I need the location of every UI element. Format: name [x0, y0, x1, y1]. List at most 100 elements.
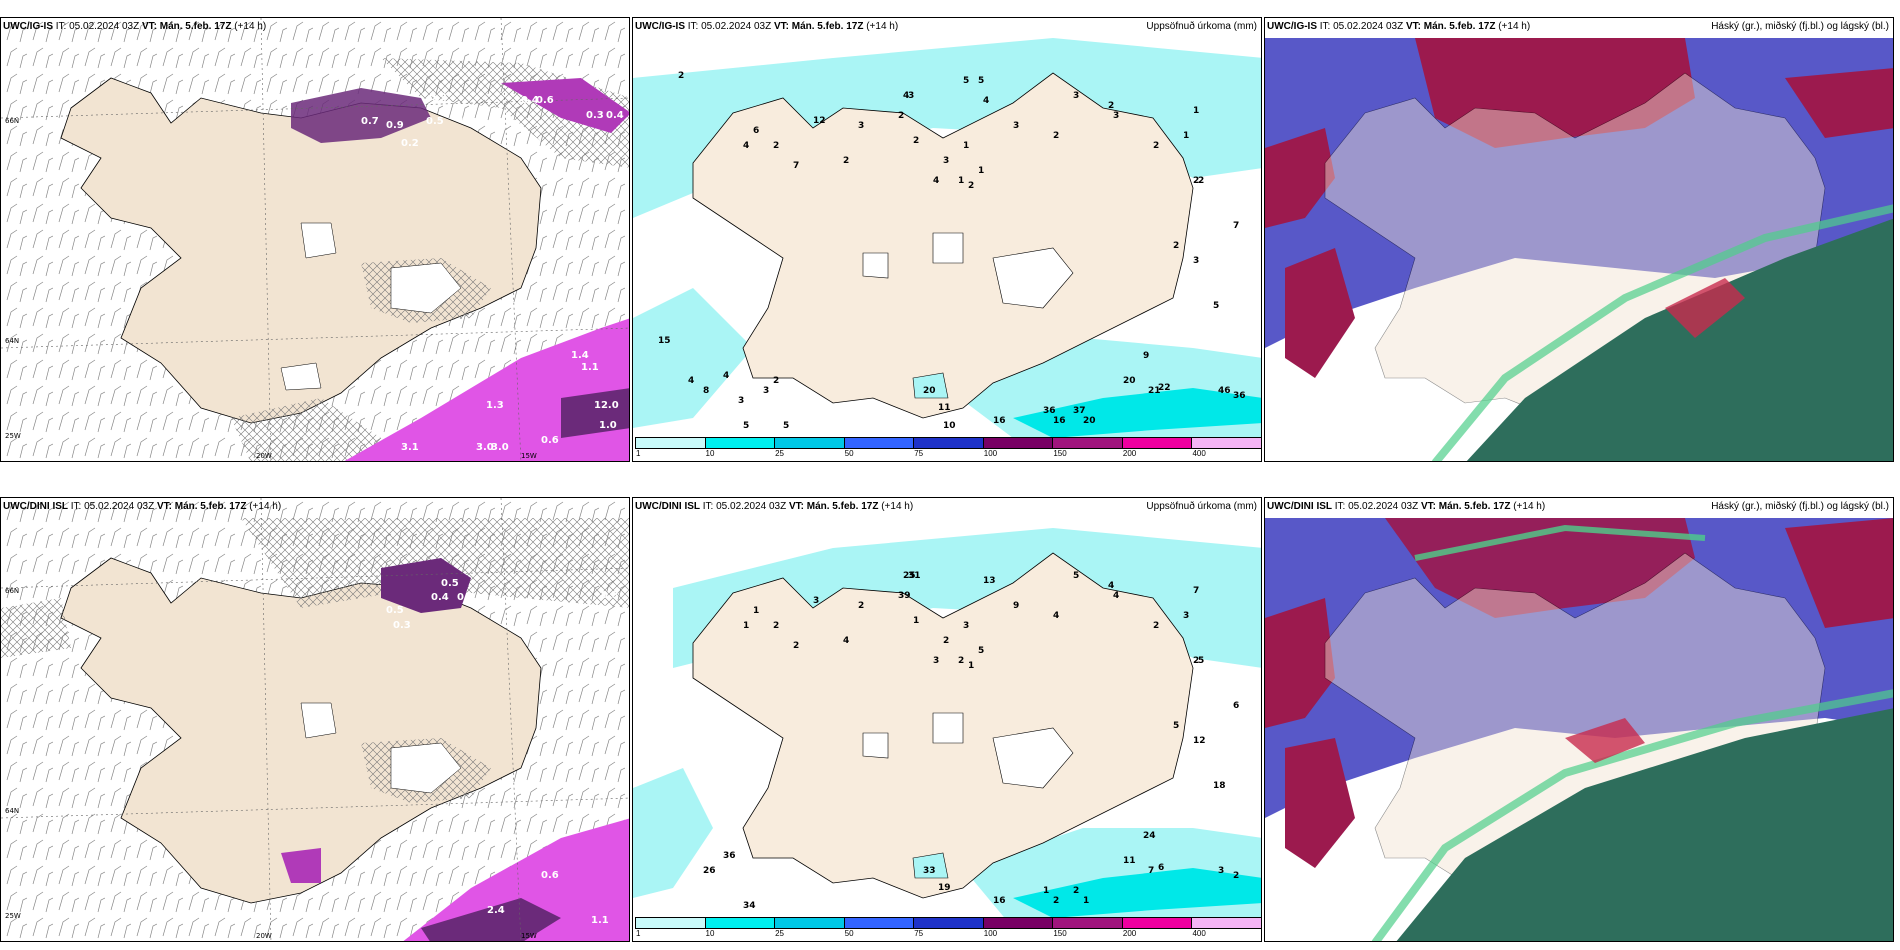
dini-cloud-panel: UWC/DINI ISL IT: 05.02.2024 03Z VT: Mán.…	[1264, 497, 1894, 942]
precip-value-label: 37	[1073, 406, 1086, 416]
precip-purple	[281, 848, 321, 883]
iceland-land	[60, 77, 542, 424]
precip-value-label: 2	[1108, 101, 1114, 111]
precip-value-label: 6	[1158, 863, 1164, 873]
panel-header: UWC/DINI ISL IT: 05.02.2024 03Z VT: Mán.…	[635, 501, 914, 512]
precip-cyan	[633, 38, 1261, 218]
precip-value-label: 5	[743, 421, 749, 431]
precip-value-label: 2	[913, 136, 919, 146]
iceland-land	[60, 557, 542, 904]
precip-value-label: 4	[903, 91, 909, 101]
precip-value-label: 3	[963, 621, 969, 631]
precip-value-label: 11	[1123, 856, 1136, 866]
ig-cloud-panel: UWC/IG-IS IT: 05.02.2024 03Z VT: Mán. 5.…	[1264, 17, 1894, 462]
legend-swatch	[635, 437, 706, 449]
precip-value-label: 5	[1213, 301, 1219, 311]
low-cloud-edge	[1414, 524, 1706, 561]
legend-tick: 1	[636, 449, 641, 458]
precip-value-label: 16	[993, 416, 1006, 426]
grid-label: 64N	[5, 807, 19, 815]
precip-value-label: 19	[938, 883, 951, 893]
legend-swatch	[1121, 437, 1193, 449]
glacier	[300, 222, 337, 259]
value-label: 0.4	[521, 95, 539, 106]
precip-value-label: 7	[1193, 586, 1199, 596]
precip-purple	[291, 88, 431, 143]
ig-wind-panel: UWC/IG-IS IT: 05.02.2024 03Z VT: Mán. 5.…	[0, 17, 630, 462]
precip-value-label: 3	[1013, 121, 1019, 131]
value-label: 1.4	[571, 350, 589, 361]
precip-value-label: 2	[958, 656, 964, 666]
panel-header: UWC/IG-IS IT: 05.02.2024 03Z VT: Mán. 5.…	[635, 21, 899, 32]
precip-value-label: 8	[703, 386, 709, 396]
value-label: 0.4	[457, 592, 475, 603]
lon-line	[260, 18, 272, 461]
value-label: 0.4	[606, 110, 624, 121]
precip-value-label: 2	[678, 71, 684, 81]
value-label: 0.7	[361, 116, 379, 127]
mid-cloud	[1265, 38, 1893, 348]
precip-value-label: 24	[1143, 831, 1156, 841]
legend-swatch	[704, 437, 776, 449]
glacier	[390, 742, 462, 794]
legend-swatch	[982, 437, 1054, 449]
precip-value-label: 13	[983, 576, 996, 586]
value-label: 2.4	[487, 905, 505, 916]
legend-swatch	[913, 917, 984, 929]
glacier	[300, 702, 337, 739]
legend-tick: 50	[844, 449, 854, 458]
high-cloud	[1785, 518, 1893, 628]
legend-tick: 150	[1053, 929, 1067, 938]
precip-value-label: 2	[1053, 131, 1059, 141]
precip-value-label: 2	[1193, 176, 1199, 186]
legend-tick: 10	[705, 449, 715, 458]
lon-line	[260, 498, 272, 941]
legend-tick: 10	[705, 929, 715, 938]
precip-value-label: 3	[933, 656, 939, 666]
legend-swatch	[1052, 917, 1123, 929]
precip-value-label: 3	[763, 386, 769, 396]
value-label: 0.3	[393, 620, 411, 631]
precip-value-label: 2	[773, 621, 779, 631]
precip-cyan-strong	[1013, 388, 1261, 438]
precip-value-label: 1	[1043, 886, 1049, 896]
precip-value-label: 1	[1193, 106, 1199, 116]
precip-value-label: 7	[1233, 221, 1239, 231]
value-label: 1.3	[486, 400, 504, 411]
precip-value-label: 11	[938, 403, 951, 413]
legend-tick: 100	[983, 449, 998, 458]
precip-value-label: 1	[913, 616, 919, 626]
cloud-map	[1265, 18, 1893, 461]
precip-value-label: 6	[753, 126, 759, 136]
value-label: 0.5	[441, 578, 459, 589]
precip-value-label: 7	[1148, 866, 1154, 876]
panel-header: UWC/DINI ISL IT: 05.02.2024 03Z VT: Mán.…	[3, 501, 282, 512]
hatched-area	[1, 598, 71, 658]
legend-tick: 100	[983, 929, 998, 938]
precip-value-label: 1	[958, 176, 964, 186]
glacier	[280, 362, 322, 391]
precip-cyan-strong	[1013, 868, 1261, 918]
precip-value-label: 9	[1013, 601, 1019, 611]
glacier	[862, 732, 889, 759]
panel-title: Háský (gr.), miðský (fj.bl.) og lágský (…	[1711, 501, 1889, 512]
precip-value-label: 26	[703, 866, 716, 876]
grid-label: 66N	[5, 587, 19, 595]
legend-tick: 150	[1053, 449, 1067, 458]
panel-title: Háský (gr.), miðský (fj.bl.) og lágský (…	[1711, 21, 1889, 32]
precip-value-label: 3	[908, 91, 914, 101]
high-cloud	[1385, 518, 1695, 618]
value-label: 1.0	[599, 420, 617, 431]
precip-value-label: 16	[1053, 416, 1066, 426]
precip-value-label: 15	[658, 336, 671, 346]
precip-value-label: 16	[993, 896, 1006, 906]
value-label: 3.0	[476, 442, 494, 453]
lat-line	[1, 327, 629, 349]
precip-value-label: 20	[1123, 376, 1136, 386]
low-cloud-edge	[1431, 204, 1893, 461]
high-cloud	[1785, 68, 1893, 138]
cloud-map	[1265, 498, 1893, 941]
precip-purple	[561, 388, 629, 438]
lat-line	[1, 567, 629, 589]
legend-tick: 25	[775, 449, 785, 458]
